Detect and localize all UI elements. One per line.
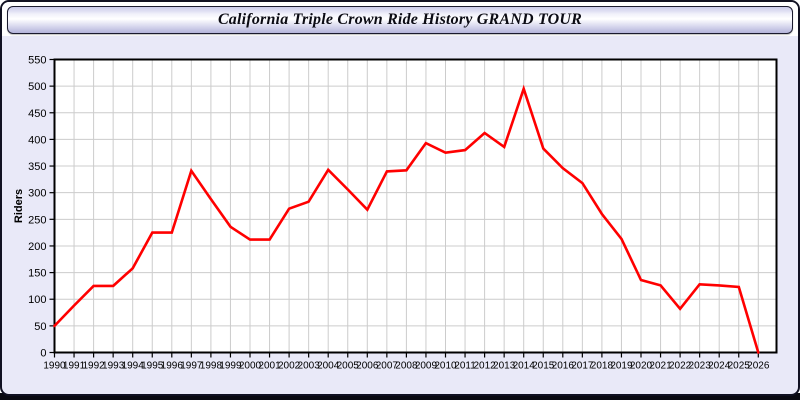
x-tick-label: 2005 <box>337 361 360 372</box>
x-tick-label: 2009 <box>415 361 438 372</box>
x-tick-label: 2011 <box>454 361 476 372</box>
y-tick-label: 0 <box>40 348 46 360</box>
x-tick-label: 2024 <box>708 361 731 372</box>
y-tick-label: 550 <box>28 55 46 67</box>
x-tick-label: 2014 <box>513 361 536 372</box>
x-tick-label: 1999 <box>219 361 242 372</box>
x-tick-label: 2003 <box>298 361 321 372</box>
x-tick-label: 2026 <box>747 361 770 372</box>
x-tick-label: 2004 <box>317 361 340 372</box>
x-tick-label: 2010 <box>434 361 457 372</box>
window-bottom-edge <box>0 393 800 400</box>
x-tick-label: 1997 <box>180 361 203 372</box>
x-tick-label: 1995 <box>141 361 164 372</box>
y-tick-label: 200 <box>28 241 46 253</box>
y-tick-label: 150 <box>28 268 46 280</box>
axis-frame <box>53 58 778 354</box>
y-tick-label: 350 <box>28 161 46 173</box>
plot-area <box>54 59 777 353</box>
x-tick-label: 2013 <box>493 361 516 372</box>
riders-series-line <box>53 84 760 354</box>
y-tick-label: 100 <box>28 294 46 306</box>
y-tick-label: 450 <box>28 108 46 120</box>
x-tick-label: 2020 <box>630 361 653 372</box>
x-tick-label: 1996 <box>161 361 184 372</box>
y-tick-label: 400 <box>28 134 46 146</box>
x-tick-label: 1990 <box>43 361 66 372</box>
x-tick-label: 2012 <box>473 361 496 372</box>
x-tick-label: 2001 <box>258 361 281 372</box>
y-tick-label: 50 <box>34 321 46 333</box>
x-tick-label: 2000 <box>239 361 262 372</box>
x-tick-label: 2008 <box>395 361 418 372</box>
x-tick-label: 2023 <box>689 361 712 372</box>
x-tick-label: 2022 <box>669 361 692 372</box>
x-tick-label: 2016 <box>552 361 575 372</box>
x-tick-label: 2021 <box>649 361 672 372</box>
x-tick-label: 1991 <box>63 361 86 372</box>
x-tick-label: 2007 <box>376 361 399 372</box>
y-axis-title: Riders <box>13 189 25 223</box>
chart-svg: 1990199119921993199419951996199719981999… <box>13 55 778 372</box>
x-tick-label: 2006 <box>356 361 379 372</box>
x-tick-label: 2019 <box>610 361 633 372</box>
x-tick-label: 1994 <box>122 361 145 372</box>
chart-title: California Triple Crown Ride History GRA… <box>217 11 583 28</box>
x-tick-label: 2015 <box>532 361 555 372</box>
y-tick-label: 500 <box>28 81 46 93</box>
y-tick-label: 250 <box>28 214 46 226</box>
x-tick-label: 2025 <box>728 361 751 372</box>
x-tick-label: 1992 <box>82 361 105 372</box>
x-tick-label: 2002 <box>278 361 301 372</box>
x-tick-label: 1998 <box>200 361 223 372</box>
x-tick-label: 2018 <box>591 361 614 372</box>
x-tick-label: 2017 <box>571 361 594 372</box>
chart-title-bar: California Triple Crown Ride History GRA… <box>7 6 793 34</box>
x-tick-label: 1993 <box>102 361 125 372</box>
y-tick-label: 300 <box>28 188 46 200</box>
